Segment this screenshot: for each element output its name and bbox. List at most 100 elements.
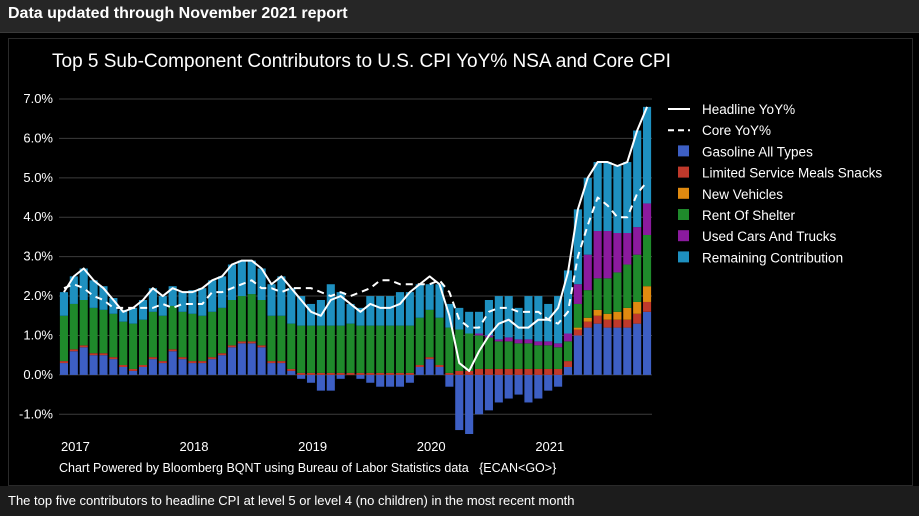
bar-segment [524, 368, 533, 375]
bar-segment [494, 339, 503, 342]
bar-segment [79, 268, 88, 300]
bar-segment [603, 319, 612, 328]
bar-segment [534, 368, 543, 375]
bar-segment [356, 325, 365, 373]
bar-segment [69, 303, 78, 350]
bar-segment [257, 300, 266, 346]
bar-segment [306, 303, 316, 326]
legend-swatch [678, 187, 689, 199]
bar-segment [593, 323, 602, 375]
bar-segment [336, 292, 345, 326]
bar-segment [465, 311, 474, 334]
bar-segment [168, 351, 177, 375]
bar-segment [336, 325, 345, 373]
bar-segment [554, 343, 563, 348]
bar-segment [277, 276, 286, 316]
bar-segment [138, 319, 148, 366]
bar-segment [623, 264, 632, 308]
bar-segment [208, 359, 217, 375]
bar-segment [494, 341, 503, 369]
legend-swatch [678, 209, 689, 220]
legend-label: New Vehicles [702, 187, 783, 202]
bar-segment [99, 355, 108, 375]
bar-segment [474, 374, 484, 415]
legend-swatch [678, 145, 689, 157]
bar-segment [623, 327, 632, 375]
x-tick-label: 2020 [417, 439, 446, 454]
bar-segment [109, 298, 118, 314]
bar-segment [603, 313, 612, 320]
header-bar: Data updated through November 2021 repor… [0, 0, 919, 33]
bar-segment [405, 374, 414, 383]
bar-segment [297, 374, 306, 379]
bar-segment [168, 349, 177, 352]
bar-segment [395, 325, 405, 373]
bar-segment [633, 254, 642, 302]
y-tick-label: 1.0% [23, 327, 53, 342]
bar-segment [504, 296, 513, 338]
bar-segment [287, 323, 296, 369]
bar-segment [524, 343, 533, 369]
bar-segment [643, 311, 652, 375]
bar-segment [148, 357, 157, 360]
x-tick-label: 2021 [535, 439, 564, 454]
bar-segment [109, 313, 118, 358]
bar-segment [69, 351, 78, 375]
bar-segment [158, 361, 167, 364]
bar-segment [247, 343, 256, 375]
bar-segment [623, 162, 632, 233]
bar-segment [563, 367, 573, 375]
y-tick-label: 5.0% [23, 170, 53, 185]
bar-segment [316, 374, 325, 391]
bar-segment [494, 374, 503, 403]
bar-segment [613, 233, 622, 273]
bar-segment [603, 231, 612, 279]
bar-segment [534, 341, 543, 346]
bar-segment [227, 347, 237, 375]
bar-segment [583, 321, 592, 328]
bar-segment [79, 347, 88, 375]
bar-segment [356, 374, 365, 379]
bar-segment [326, 284, 335, 326]
bar-segment [474, 368, 484, 375]
y-tick-label: 2.0% [23, 288, 53, 303]
bar-segment [79, 345, 88, 348]
bar-segment [148, 359, 157, 375]
legend-swatch [678, 230, 689, 242]
bar-segment [316, 325, 325, 373]
bar-segment [247, 294, 256, 342]
bar-segment [138, 367, 148, 375]
bar-segment [405, 292, 414, 326]
bar-segment [119, 309, 128, 322]
bar-segment [376, 296, 385, 326]
bar-segment [59, 315, 68, 362]
y-tick-label: 4.0% [23, 209, 53, 224]
bar-segment [129, 368, 138, 371]
legend-label: Limited Service Meals Snacks [702, 166, 882, 181]
bar-segment [544, 368, 553, 375]
bar-segment [405, 325, 414, 373]
bar-segment [306, 374, 316, 383]
update-note: Data updated through November 2021 repor… [8, 5, 348, 22]
bar-segment [445, 327, 454, 373]
bar-segment [554, 296, 563, 344]
bar-segment [109, 359, 118, 375]
bar-segment [218, 307, 227, 354]
bar-segment [445, 374, 454, 387]
bar-segment [484, 300, 493, 336]
bar-segment [613, 272, 622, 312]
bar-segment [514, 307, 523, 340]
bar-segment [148, 311, 157, 358]
bar-segment [474, 311, 484, 334]
bar-segment [247, 341, 256, 344]
bar-segment [544, 374, 553, 391]
bar-segment [89, 353, 98, 356]
bar-segment [306, 325, 316, 373]
bar-segment [633, 323, 642, 375]
bar-segment [138, 365, 148, 367]
bar-segment [198, 361, 207, 364]
bar-segment [504, 341, 513, 369]
bar-segment [247, 260, 256, 295]
bar-segment [425, 284, 434, 310]
bar-segment [573, 284, 582, 304]
